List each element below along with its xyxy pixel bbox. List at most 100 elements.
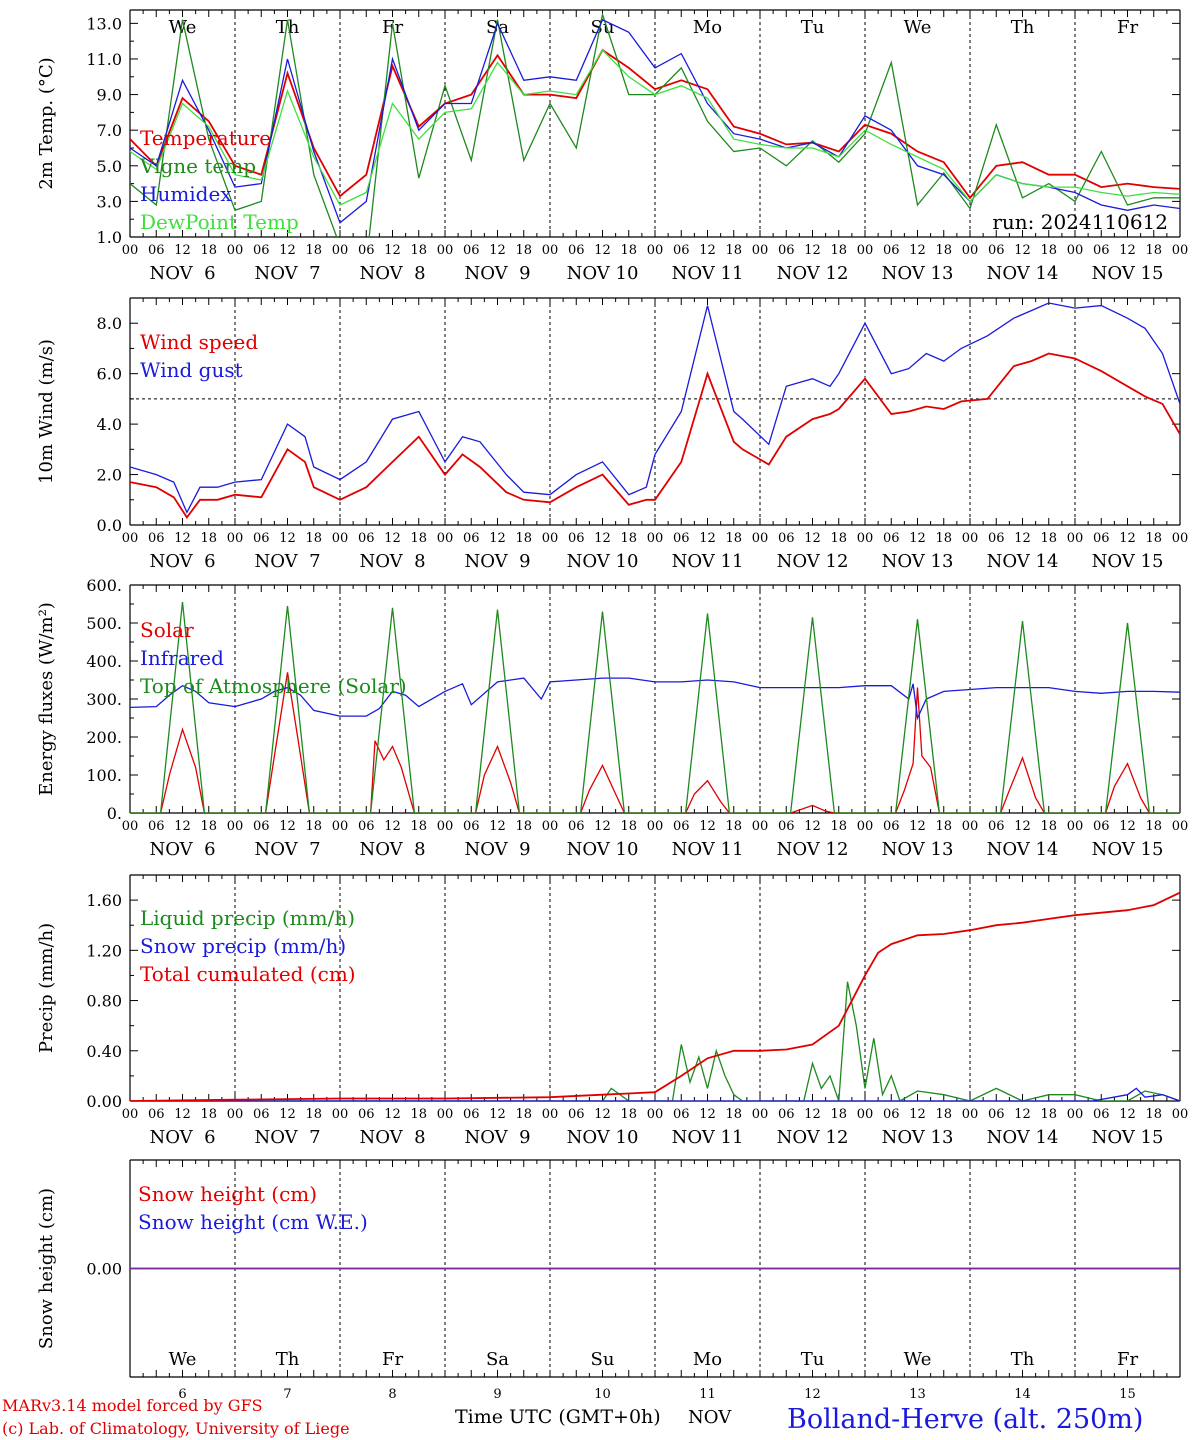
day-number: 8 bbox=[388, 1387, 396, 1402]
date-label: NOV 6 bbox=[149, 551, 215, 572]
hour-label: 18 bbox=[830, 819, 847, 834]
y-axis-label: Energy fluxes (W/m²) bbox=[36, 602, 57, 796]
hour-label: 12 bbox=[279, 243, 296, 258]
hour-label: 06 bbox=[883, 243, 900, 258]
date-label: NOV 9 bbox=[464, 1127, 530, 1148]
y-tick-label: 100. bbox=[86, 766, 122, 785]
day-name: We bbox=[904, 17, 932, 38]
hour-label: 18 bbox=[200, 531, 217, 546]
hour-label: 00 bbox=[647, 819, 664, 834]
legend-entry: Liquid precip (mm/h) bbox=[140, 906, 355, 930]
hour-label: 06 bbox=[568, 243, 585, 258]
hour-label: 00 bbox=[332, 531, 349, 546]
legend-entry: Infrared bbox=[140, 646, 224, 670]
hour-label: 06 bbox=[253, 531, 270, 546]
panel-2: 0.0 2.0 4.0 6.0 8.0 10m Wind (m/s) 00 06 12 18 00 0… bbox=[36, 297, 1189, 572]
hour-label: 18 bbox=[1145, 1107, 1162, 1122]
hour-label: 18 bbox=[620, 1107, 637, 1122]
y-tick-label: 0. bbox=[107, 804, 122, 823]
hour-label: 06 bbox=[568, 819, 585, 834]
hour-label: 18 bbox=[620, 243, 637, 258]
hour-label: 12 bbox=[1119, 531, 1136, 546]
hour-label: 18 bbox=[935, 243, 952, 258]
series-line-solar bbox=[130, 672, 1180, 813]
date-label: NOV 7 bbox=[254, 1127, 320, 1148]
legend-entry: Vigne temp bbox=[139, 154, 256, 178]
hour-label: 12 bbox=[909, 243, 926, 258]
hour-label: 00 bbox=[962, 531, 979, 546]
day-number: 6 bbox=[178, 1387, 186, 1402]
hour-label: 00 bbox=[1172, 531, 1189, 546]
date-label: NOV 7 bbox=[254, 263, 320, 284]
month-label: NOV bbox=[688, 1407, 732, 1428]
legend-entry: Solar bbox=[140, 618, 194, 642]
date-label: NOV 14 bbox=[987, 839, 1059, 860]
hour-label: 00 bbox=[752, 819, 769, 834]
hour-label: 06 bbox=[463, 531, 480, 546]
hour-label: 00 bbox=[332, 1107, 349, 1122]
y-tick-label: 9.0 bbox=[97, 86, 122, 105]
hour-label: 00 bbox=[542, 819, 559, 834]
panel-3: 0. 100. 200. 300. 400. 500. 600. Energy fluxes … bbox=[36, 576, 1188, 860]
date-label: NOV 13 bbox=[882, 1127, 954, 1148]
hour-label: 00 bbox=[857, 1107, 874, 1122]
lab-credit: (c) Lab. of Climatology, University of L… bbox=[2, 1419, 350, 1438]
y-tick-label: 300. bbox=[86, 690, 122, 709]
y-tick-label: 13.0 bbox=[86, 14, 122, 33]
legend-entry: Total cumulated (cm) bbox=[140, 962, 356, 986]
legend-entry: Snow height (cm) bbox=[138, 1182, 317, 1206]
hour-label: 00 bbox=[227, 531, 244, 546]
hour-label: 06 bbox=[883, 819, 900, 834]
hour-label: 06 bbox=[148, 531, 165, 546]
date-label: NOV 11 bbox=[672, 1127, 744, 1148]
day-name: Mo bbox=[693, 17, 722, 38]
hour-label: 06 bbox=[463, 1107, 480, 1122]
hour-label: 12 bbox=[594, 531, 611, 546]
date-label: NOV 8 bbox=[359, 551, 425, 572]
hour-label: 18 bbox=[935, 531, 952, 546]
hour-label: 06 bbox=[358, 531, 375, 546]
hour-label: 12 bbox=[699, 819, 716, 834]
hour-label: 06 bbox=[883, 1107, 900, 1122]
hour-label: 18 bbox=[515, 243, 532, 258]
hour-label: 06 bbox=[778, 243, 795, 258]
hour-label: 06 bbox=[148, 819, 165, 834]
date-label: NOV 10 bbox=[567, 839, 639, 860]
y-tick-label: 200. bbox=[86, 728, 122, 747]
hour-label: 18 bbox=[305, 243, 322, 258]
day-name-bottom: Sa bbox=[486, 1349, 509, 1370]
day-number: 7 bbox=[283, 1387, 291, 1402]
legend-entry: Temperature bbox=[140, 126, 271, 150]
hour-label: 18 bbox=[1145, 243, 1162, 258]
hour-label: 00 bbox=[647, 243, 664, 258]
hour-label: 18 bbox=[200, 243, 217, 258]
hour-label: 18 bbox=[410, 1107, 427, 1122]
day-number: 9 bbox=[493, 1387, 501, 1402]
legend-entry: Humidex bbox=[140, 182, 232, 206]
hour-label: 18 bbox=[515, 1107, 532, 1122]
series-line-total-cumulated-cm- bbox=[130, 891, 1180, 1101]
hour-label: 00 bbox=[122, 531, 139, 546]
hour-label: 00 bbox=[227, 819, 244, 834]
hour-label: 18 bbox=[620, 819, 637, 834]
day-number: 12 bbox=[804, 1387, 821, 1402]
hour-label: 00 bbox=[122, 243, 139, 258]
hour-label: 18 bbox=[200, 1107, 217, 1122]
hour-label: 12 bbox=[1119, 243, 1136, 258]
date-label: NOV 15 bbox=[1092, 1127, 1164, 1148]
hour-label: 06 bbox=[778, 819, 795, 834]
hour-label: 18 bbox=[725, 1107, 742, 1122]
hour-label: 00 bbox=[1172, 819, 1189, 834]
hour-label: 12 bbox=[594, 819, 611, 834]
hour-label: 06 bbox=[463, 243, 480, 258]
legend-entry: DewPoint Temp bbox=[140, 210, 299, 234]
date-label: NOV 9 bbox=[464, 839, 530, 860]
date-label: NOV 15 bbox=[1092, 551, 1164, 572]
hour-label: 12 bbox=[489, 243, 506, 258]
hour-label: 18 bbox=[830, 531, 847, 546]
y-tick-label: 5.0 bbox=[97, 157, 122, 176]
y-tick-label: 0.00 bbox=[86, 1260, 122, 1279]
day-name-bottom: Tu bbox=[801, 1349, 825, 1370]
day-name: We bbox=[169, 17, 197, 38]
